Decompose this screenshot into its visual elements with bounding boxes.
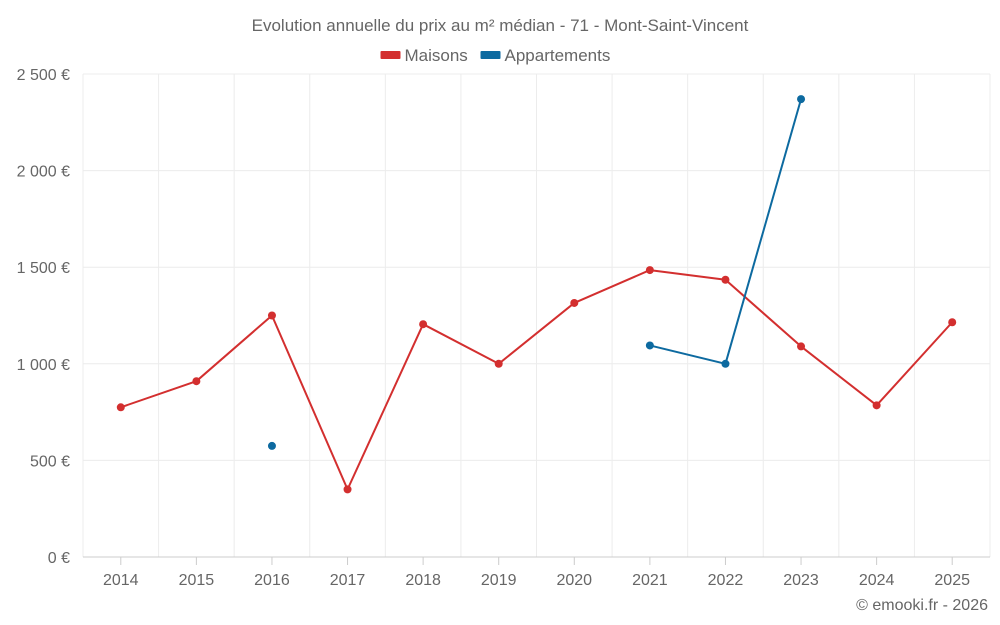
series-line-maisons <box>120 269 953 491</box>
legend[interactable]: Maisons Appartements <box>380 46 611 65</box>
data-point-maisons[interactable] <box>570 298 579 307</box>
series-maisons <box>116 266 957 494</box>
data-point-appartements[interactable] <box>645 341 654 350</box>
x-tick-label: 2024 <box>859 572 895 589</box>
x-tick-label: 2017 <box>330 572 366 589</box>
x-tick-label: 2016 <box>254 572 290 589</box>
data-point-maisons[interactable] <box>645 266 654 275</box>
x-tick-label: 2015 <box>179 572 215 589</box>
x-tick-label: 2025 <box>934 572 970 589</box>
data-point-maisons[interactable] <box>721 275 730 284</box>
data-point-appartements[interactable] <box>721 359 730 368</box>
data-point-maisons[interactable] <box>494 359 503 368</box>
legend-item-appartements[interactable]: Appartements <box>480 46 611 65</box>
data-point-appartements[interactable] <box>797 95 806 104</box>
data-point-maisons[interactable] <box>192 377 201 386</box>
x-tick-label: 2023 <box>783 572 819 589</box>
data-point-maisons[interactable] <box>872 401 881 410</box>
y-tick-label: 1 000 € <box>17 357 70 374</box>
x-tick-label: 2022 <box>708 572 744 589</box>
x-tick-label: 2020 <box>556 572 592 589</box>
grid <box>82 73 991 557</box>
data-point-appartements[interactable] <box>267 441 276 450</box>
data-point-maisons[interactable] <box>948 318 957 327</box>
series <box>116 95 957 494</box>
data-point-maisons[interactable] <box>419 320 428 329</box>
x-tick-label: 2018 <box>405 572 441 589</box>
data-point-maisons[interactable] <box>116 403 125 412</box>
series-line-appartements <box>649 98 803 365</box>
y-tick-label: 500 € <box>30 453 70 470</box>
data-point-maisons[interactable] <box>267 311 276 320</box>
data-point-maisons[interactable] <box>343 485 352 494</box>
y-tick-label: 2 000 € <box>17 164 70 181</box>
legend-swatch-appartements <box>480 51 501 59</box>
axes: 0 € 500 € 1 000 € 1 500 € 2 000 € 2 500 € 2014… <box>17 67 990 589</box>
x-tick-label: 2021 <box>632 572 668 589</box>
series-appartements <box>267 95 806 450</box>
x-tick-label: 2014 <box>103 572 139 589</box>
legend-item-maisons[interactable]: Maisons <box>380 46 468 65</box>
legend-label-appartements: Appartements <box>505 46 611 65</box>
y-tick-label: 0 € <box>48 550 70 567</box>
legend-label-maisons: Maisons <box>405 46 468 65</box>
y-tick-label: 2 500 € <box>17 67 70 84</box>
y-tick-label: 1 500 € <box>17 260 70 277</box>
legend-swatch-maisons <box>380 51 401 59</box>
chart-title: Evolution annuelle du prix au m² médian … <box>252 16 749 35</box>
data-point-maisons[interactable] <box>797 342 806 351</box>
credit-text: © emooki.fr - 2026 <box>856 597 988 614</box>
x-tick-label: 2019 <box>481 572 517 589</box>
